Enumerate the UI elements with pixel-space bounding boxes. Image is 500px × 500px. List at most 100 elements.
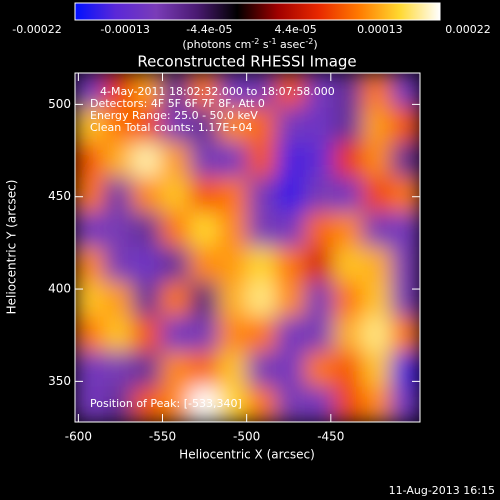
annotation: Energy Range: 25.0 - 50.0 keV: [90, 109, 258, 122]
heatmap-cell: [189, 73, 220, 109]
heatmap-cell: [304, 281, 335, 318]
heatmap-cell: [362, 386, 392, 422]
heatmap-cell: [275, 142, 306, 179]
heatmap-cell: [390, 177, 420, 214]
heatmap-cell: [218, 212, 248, 248]
heatmap-cell: [132, 247, 162, 283]
heatmap-cell: [275, 386, 306, 422]
y-tick-label: 500: [48, 97, 71, 111]
y-tick-label: 450: [48, 189, 71, 203]
footer: 11-Aug-2013 16:15: [389, 484, 495, 497]
heatmap-cell: [218, 281, 248, 318]
heatmap-cell: [160, 142, 191, 179]
heatmap-cell: [362, 316, 392, 353]
heatmap-cell: [333, 316, 363, 353]
heatmap-cell: [160, 177, 191, 214]
heatmap-cell: [160, 316, 191, 353]
colorbar-tick-label: -4.4e-05: [186, 23, 232, 36]
heatmap-cell: [362, 247, 392, 283]
heatmap-cell: [362, 281, 392, 318]
heatmap-cell: [275, 281, 306, 318]
colorbar-tick-label: -0.00022: [12, 23, 61, 36]
heatmap-cell: [247, 386, 277, 422]
x-tick-label: -550: [149, 430, 176, 444]
heatmap-cell: [275, 107, 306, 144]
colorbar-label-part: ): [313, 38, 317, 51]
colorbar-tick-label: -0.00013: [100, 23, 149, 36]
heatmap-cell: [333, 247, 363, 283]
heatmap-cell: [75, 107, 105, 144]
colorbar-label-part: -2: [305, 37, 313, 46]
heatmap-cell: [247, 351, 277, 388]
heatmap-cell: [132, 351, 162, 388]
heatmap-cell: [103, 281, 133, 318]
colorbar-tick-label: 0.00022: [445, 23, 491, 36]
colorbar-label-part: s: [259, 38, 268, 51]
heatmap-cell: [362, 177, 392, 214]
heatmap-cell: [218, 316, 248, 353]
chart-title: Reconstructed RHESSI Image: [137, 53, 356, 71]
heatmap-cell: [333, 177, 363, 214]
colorbar-label-part: -1: [269, 37, 277, 46]
heatmap-cell: [189, 351, 220, 388]
heatmap-cell: [247, 247, 277, 283]
heatmap-cell: [333, 73, 363, 109]
heatmap-cell: [275, 351, 306, 388]
heatmap-cell: [333, 281, 363, 318]
heatmap-cell: [390, 281, 420, 318]
heatmap-cell: [132, 142, 162, 179]
heatmap-cell: [218, 247, 248, 283]
heatmap-cell: [75, 386, 105, 422]
heatmap-cell: [247, 107, 277, 144]
heatmap-cell: [333, 107, 363, 144]
heatmap-cell: [333, 351, 363, 388]
heatmap-cell: [103, 386, 133, 422]
x-tick-label: -500: [233, 430, 260, 444]
heatmap-cell: [132, 177, 162, 214]
heatmap-cell: [103, 316, 133, 353]
heatmap-cell: [333, 142, 363, 179]
x-tick-label: -600: [65, 430, 92, 444]
heatmap-cell: [189, 107, 220, 144]
heatmap-cell: [362, 351, 392, 388]
heatmap-cell: [333, 212, 363, 248]
x-tick-label: -450: [317, 430, 344, 444]
heatmap-cell: [103, 177, 133, 214]
colorbar: [74, 2, 441, 21]
heatmap-cell: [275, 73, 306, 109]
heatmap-cell: [275, 247, 306, 283]
heatmap-cell: [390, 316, 420, 353]
heatmap-cell: [132, 107, 162, 144]
heatmap-cell: [390, 247, 420, 283]
heatmap-cell: [362, 73, 392, 109]
heatmap-cell: [304, 247, 335, 283]
plot-frame: [74, 72, 421, 423]
y-tick-label: 350: [48, 374, 71, 388]
heatmap-cell: [132, 316, 162, 353]
heatmap-cell: [75, 73, 105, 109]
heatmap-cell: [275, 316, 306, 353]
heatmap-cell: [75, 281, 105, 318]
heatmap-cell: [160, 281, 191, 318]
heatmap-cell: [75, 247, 105, 283]
heatmap-cell: [103, 247, 133, 283]
annotation: Detectors: 4F 5F 6F 7F 8F, Att 0: [90, 97, 265, 110]
heatmap-cell: [189, 281, 220, 318]
heatmap-cell: [160, 73, 191, 109]
x-axis-label: Heliocentric X (arcsec): [179, 448, 315, 462]
heatmap-cell: [160, 212, 191, 248]
heatmap-cell: [218, 177, 248, 214]
heatmap-cell: [304, 212, 335, 248]
heatmap-cell: [362, 142, 392, 179]
heatmap-cell: [390, 142, 420, 179]
heatmap-cell: [103, 142, 133, 179]
heatmap-cell: [132, 73, 162, 109]
heatmap-cell: [247, 177, 277, 214]
y-tick-label: 400: [48, 282, 71, 296]
heatmap-cell: [247, 212, 277, 248]
heatmap-cell: [304, 386, 335, 422]
colorbar-label-part: asec: [277, 38, 306, 51]
heatmap-cell: [275, 177, 306, 214]
heatmap-cell: [275, 212, 306, 248]
